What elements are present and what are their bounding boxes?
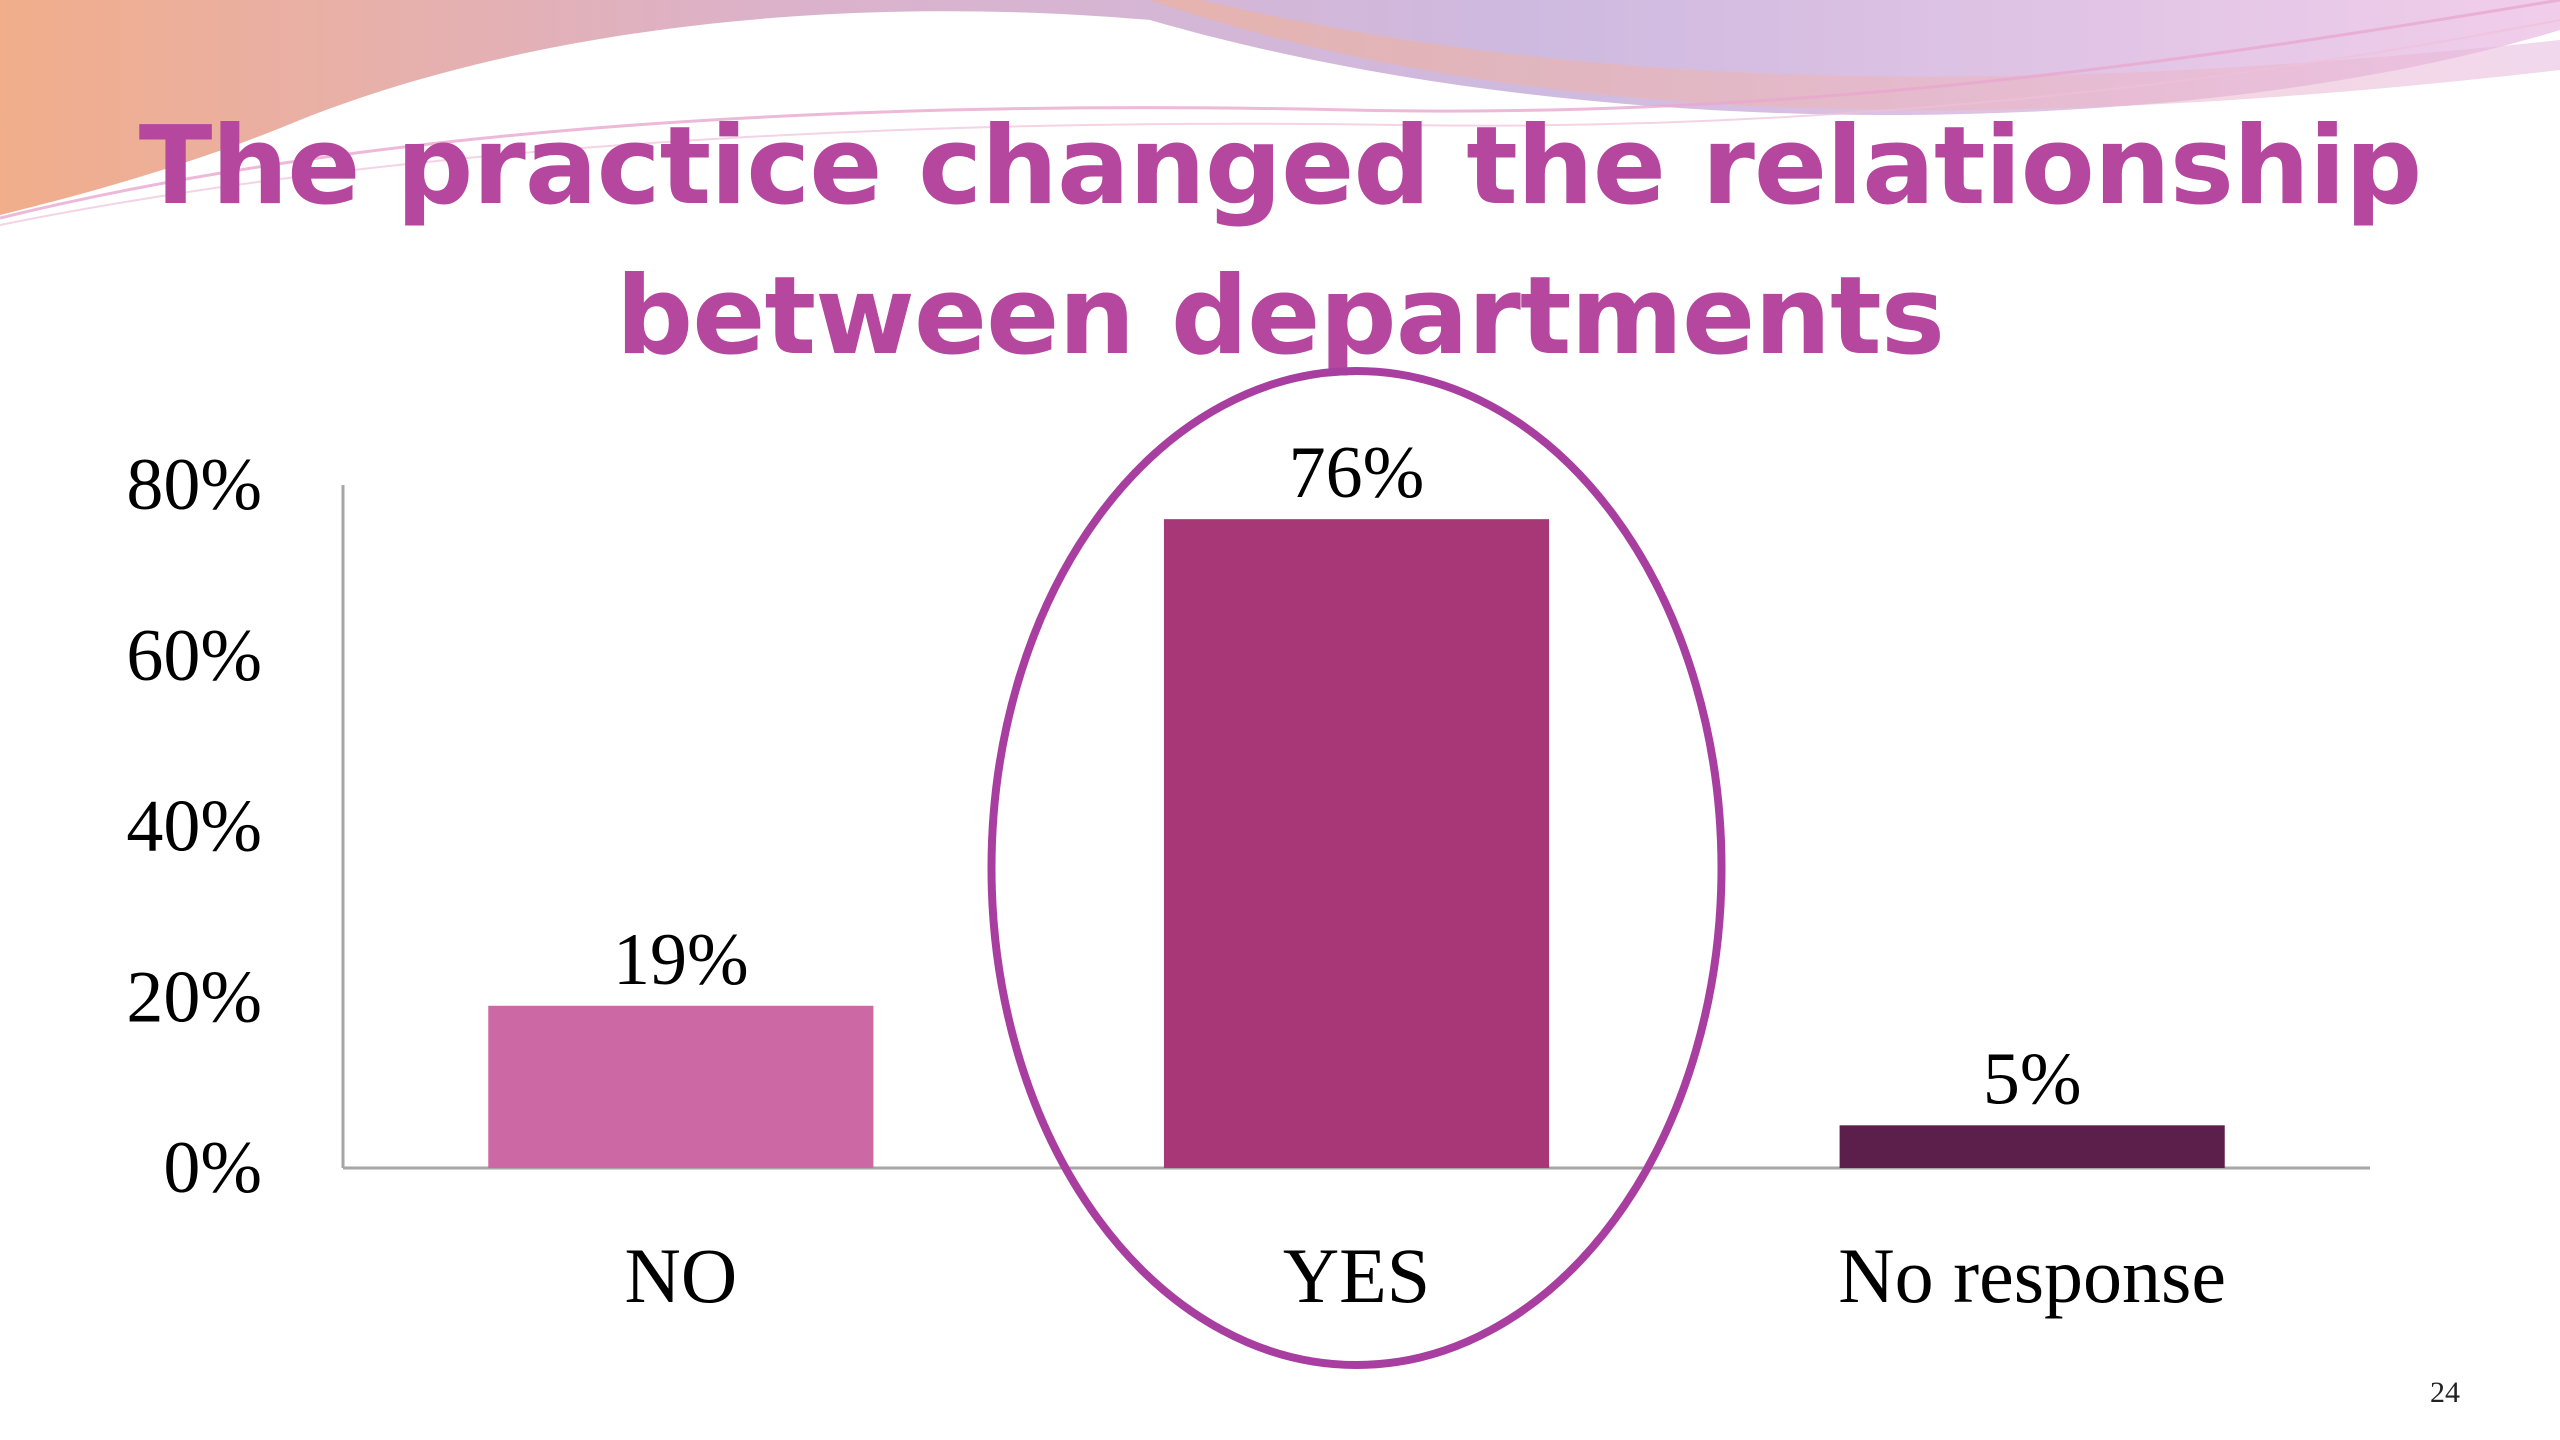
y-tick-label: 0% [163, 1127, 262, 1209]
bar [1163, 519, 1550, 1168]
y-tick-label: 40% [126, 786, 262, 868]
data-label: 5% [1983, 1038, 2082, 1120]
bar [1839, 1125, 2225, 1168]
slide-title-line-2: between departments [615, 254, 1945, 379]
y-tick-label: 20% [126, 956, 262, 1038]
x-tick-label: YES [1283, 1232, 1430, 1319]
x-tick-label: No response [1838, 1232, 2226, 1319]
y-tick-label: 80% [126, 444, 262, 526]
y-tick-label: 60% [126, 615, 262, 697]
page-number: 24 [2430, 1376, 2460, 1409]
data-label: 76% [1289, 432, 1425, 514]
x-tick-label: NO [624, 1232, 737, 1319]
highlight-ellipse [987, 367, 1726, 1369]
slide-title-line-1: The practice changed the relationship [138, 104, 2423, 229]
bar [488, 1005, 874, 1168]
slide-title: The practice changed the relationship be… [0, 92, 2560, 392]
data-label: 19% [613, 919, 749, 1001]
background-swoosh [0, 0, 2560, 226]
